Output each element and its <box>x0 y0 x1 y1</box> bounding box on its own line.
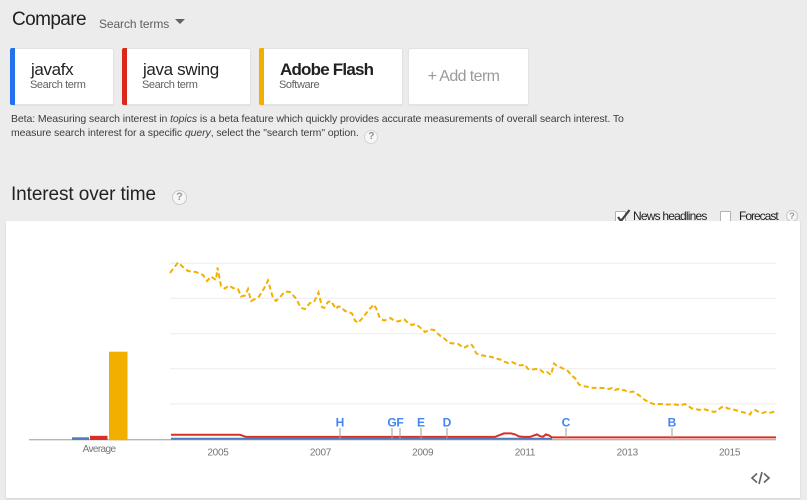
svg-text:B: B <box>668 416 677 430</box>
svg-text:F: F <box>396 416 403 430</box>
svg-text:C: C <box>562 416 571 430</box>
svg-text:G: G <box>387 416 396 430</box>
svg-text:D: D <box>443 416 452 430</box>
svg-text:2007: 2007 <box>310 448 332 459</box>
svg-text:2013: 2013 <box>617 448 639 459</box>
svg-text:2009: 2009 <box>412 448 434 459</box>
svg-text:2005: 2005 <box>207 448 229 459</box>
svg-text:Average: Average <box>83 444 117 455</box>
svg-text:2015: 2015 <box>719 448 741 459</box>
svg-text:H: H <box>336 416 345 430</box>
svg-text:E: E <box>417 416 425 430</box>
svg-text:2011: 2011 <box>515 448 536 459</box>
